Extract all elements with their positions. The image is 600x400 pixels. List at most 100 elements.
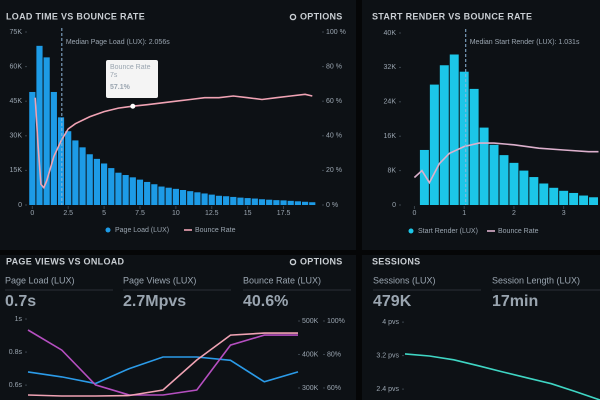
panel	[362, 0, 600, 250]
legend-label[interactable]: Bounce Rate	[195, 227, 236, 234]
bar	[237, 197, 244, 205]
y-tick-label: 1s	[15, 316, 23, 323]
legend-marker	[408, 228, 414, 234]
legend-label[interactable]: Page Load (LUX)	[115, 227, 169, 234]
bar	[129, 177, 136, 205]
bar	[172, 188, 179, 205]
legend-label[interactable]: Bounce Rate	[498, 228, 539, 235]
kpi-label: Page Views (LUX)	[123, 275, 196, 285]
bar	[459, 71, 469, 205]
x-tick-label: 3	[562, 210, 566, 217]
y-tick-label: 45K	[10, 98, 23, 105]
y-tick-label: 60K	[10, 63, 23, 70]
kpi-label: Page Load (LUX)	[5, 275, 75, 285]
panel-title: LOAD TIME VS BOUNCE RATE	[6, 11, 145, 21]
bar	[194, 192, 201, 205]
bar	[115, 172, 122, 205]
x-tick-label: 2.5	[63, 210, 73, 217]
line-series	[413, 142, 599, 185]
line-series	[27, 329, 298, 396]
x-tick-label: 12.5	[205, 210, 219, 217]
options-button[interactable]: OPTIONS	[300, 11, 343, 21]
hover-point	[130, 103, 136, 109]
y2-tick-label: 0 %	[326, 202, 338, 209]
bar	[179, 190, 187, 205]
y2-tick-label: 80 %	[326, 63, 342, 70]
bar	[449, 54, 459, 205]
y-tick-label: 2.4 pvs	[376, 386, 399, 393]
bar	[57, 117, 65, 205]
bar	[144, 181, 151, 205]
bar	[301, 201, 309, 205]
bar	[158, 186, 165, 205]
bar	[499, 155, 509, 205]
bar	[529, 177, 539, 205]
options-icon[interactable]	[289, 13, 297, 21]
y2-tick-label: 100 %	[326, 29, 346, 36]
kpi-label: Sessions (LUX)	[373, 275, 436, 285]
line-series	[404, 353, 600, 400]
bar	[201, 193, 208, 205]
kpi-value: 40.6%	[243, 293, 288, 310]
bar	[469, 88, 479, 205]
x-tick-label: 15	[244, 210, 252, 217]
options-button[interactable]: OPTIONS	[300, 256, 343, 266]
bar	[266, 199, 273, 205]
bar	[86, 154, 93, 205]
legend-marker	[105, 227, 111, 233]
bar	[29, 91, 36, 205]
options-icon[interactable]	[289, 258, 297, 266]
panel-title: SESSIONS	[372, 256, 420, 266]
kpi-value: 0.7s	[5, 293, 36, 310]
bar	[287, 200, 294, 205]
y2-tick-label: 60 %	[326, 98, 342, 105]
y-tick-label: 0	[392, 202, 396, 209]
y-tick-label: 15K	[10, 167, 23, 174]
bar	[187, 191, 194, 205]
bar	[419, 149, 429, 205]
y2-tick-label: 300K	[302, 385, 319, 392]
bar	[294, 201, 301, 205]
y3-tick-label: 100%	[327, 318, 345, 325]
bar	[509, 162, 519, 205]
kpi-value: 479K	[373, 293, 412, 310]
kpi-label: Bounce Rate (LUX)	[243, 275, 321, 285]
bar	[36, 45, 43, 206]
y-tick-label: 3.2 pvs	[376, 352, 399, 359]
tooltip	[106, 60, 158, 98]
kpi-label: Session Length (LUX)	[492, 275, 580, 285]
bar	[489, 144, 499, 205]
y2-tick-label: 20 %	[326, 167, 342, 174]
y2-tick-label: 400K	[302, 351, 319, 358]
x-tick-label: 1	[462, 210, 466, 217]
bar	[72, 140, 79, 205]
tooltip-value: 57.1%	[110, 84, 131, 91]
legend-label[interactable]: Start Render (LUX)	[418, 228, 478, 235]
bar	[309, 202, 316, 205]
x-tick-label: 10	[172, 210, 180, 217]
y-tick-label: 16K	[384, 133, 397, 140]
x-tick-label: 17.5	[277, 210, 291, 217]
bar	[50, 91, 57, 205]
bar	[539, 183, 549, 205]
bar	[43, 57, 50, 205]
median-label: Median Page Load (LUX): 2.056s	[66, 39, 170, 46]
bar	[569, 192, 579, 205]
panel	[362, 255, 600, 400]
tooltip-title: Bounce Rate	[110, 64, 151, 71]
bar	[251, 198, 258, 205]
kpi-value: 2.7Mpvs	[123, 293, 186, 310]
bar	[273, 200, 280, 205]
y-tick-label: 24K	[384, 99, 397, 106]
bar	[165, 187, 172, 205]
bar	[559, 190, 569, 205]
bar	[579, 195, 589, 205]
bar	[79, 147, 86, 205]
bar	[223, 196, 230, 205]
bar	[151, 184, 158, 205]
x-tick-label: 0	[30, 210, 34, 217]
x-tick-label: 2	[512, 210, 516, 217]
bar	[439, 65, 449, 205]
y-tick-label: 0	[18, 202, 22, 209]
